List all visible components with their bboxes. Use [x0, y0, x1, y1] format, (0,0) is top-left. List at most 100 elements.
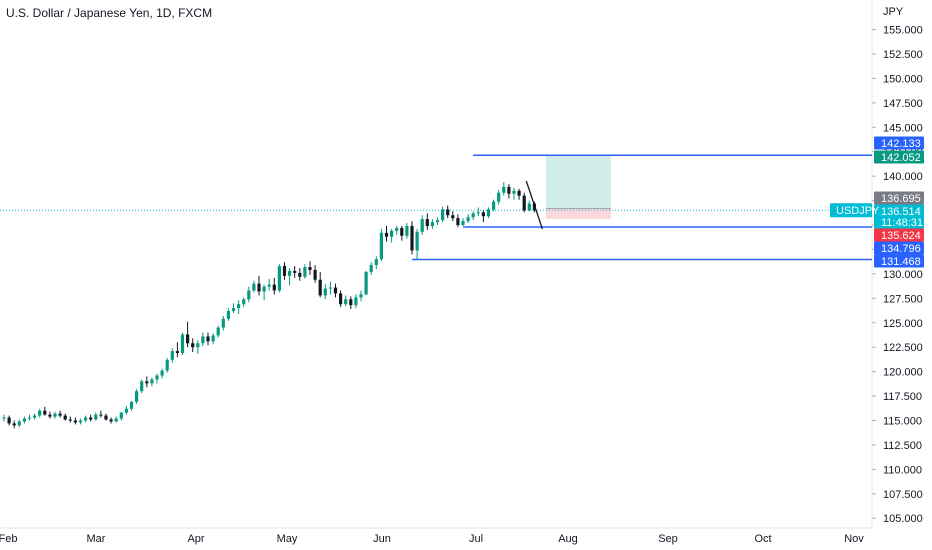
- time-tick-label: Oct: [754, 533, 771, 545]
- candle-body: [252, 283, 256, 291]
- candle-body: [313, 269, 317, 280]
- chart-title: U.S. Dollar / Japanese Yen, 1D, FXCM: [6, 6, 213, 20]
- candle-body: [27, 417, 32, 419]
- candle-body: [140, 381, 144, 392]
- candle-body: [400, 227, 404, 236]
- candle-body: [38, 410, 42, 416]
- candle-body: [466, 217, 470, 222]
- candle-body: [43, 410, 47, 415]
- price-tick-label: 105.000: [883, 513, 923, 525]
- candle-body: [471, 213, 475, 218]
- candle-body: [84, 417, 88, 421]
- price-axis: 105.000 107.500 110.000 112.500 115.000 117.5…: [872, 6, 923, 525]
- candle-body: [522, 195, 526, 211]
- candle-body: [58, 413, 62, 416]
- candle-body: [196, 343, 200, 348]
- candle-body: [119, 412, 123, 419]
- candle-body: [150, 379, 154, 384]
- candle-body: [328, 287, 332, 289]
- candle-body: [68, 419, 72, 421]
- candle-body: [349, 299, 353, 306]
- price-tick-label: 152.500: [883, 49, 923, 61]
- price-badge: [874, 215, 924, 229]
- candle-body: [512, 190, 516, 194]
- candle-body: [191, 343, 195, 348]
- time-tick-label: Mar: [87, 533, 106, 545]
- candle-body: [318, 279, 322, 296]
- candle-body: [99, 414, 103, 416]
- candle-body: [267, 284, 271, 287]
- candle-body: [410, 225, 414, 251]
- candle-body: [344, 299, 348, 305]
- trend-arrow-line: [525, 180, 544, 230]
- candle-body: [364, 271, 368, 295]
- price-tick-label: 127.500: [883, 293, 923, 305]
- time-tick-label: May: [277, 533, 298, 545]
- price-tick-label: 145.000: [883, 122, 923, 134]
- candle-body: [497, 192, 501, 202]
- candle-body: [170, 351, 174, 360]
- candle-body: [257, 283, 261, 292]
- candle-body: [221, 318, 225, 328]
- candle-body: [180, 334, 185, 354]
- time-tick-label: Sep: [658, 533, 678, 545]
- currency-label: JPY: [883, 6, 904, 18]
- time-axis: Feb Mar Apr May Jun Jul Aug Sep Oct Nov: [0, 533, 864, 545]
- candle-body: [420, 219, 424, 232]
- price-tick-label: 122.500: [883, 342, 923, 354]
- price-tick-label: 107.500: [883, 489, 923, 501]
- candle-body: [435, 220, 440, 223]
- candle-body: [186, 334, 190, 344]
- candle-body: [481, 212, 485, 217]
- candle-body: [308, 267, 312, 270]
- price-tick-label: 150.000: [883, 73, 923, 85]
- price-tick-label: 155.000: [883, 25, 923, 37]
- candle-body: [288, 270, 292, 276]
- candle-body: [135, 391, 139, 402]
- candle-body: [451, 215, 455, 219]
- candle-body: [211, 335, 215, 342]
- candle-body: [2, 417, 6, 419]
- price-tick-label: 130.000: [883, 269, 923, 281]
- candle-body: [277, 266, 281, 291]
- price-badge: [874, 191, 924, 205]
- price-tick-label: 140.000: [883, 171, 923, 183]
- price-badge-label: 136.695: [881, 193, 921, 205]
- time-tick-label: Aug: [558, 533, 578, 545]
- candle-body: [109, 419, 113, 422]
- candle-body: [155, 375, 159, 380]
- candle-body: [369, 265, 373, 272]
- candle-body: [175, 351, 179, 354]
- candle-body: [390, 230, 394, 237]
- price-tick-label: 125.000: [883, 318, 923, 330]
- time-tick-label: Feb: [0, 533, 17, 545]
- candle-body: [379, 232, 383, 260]
- candle-body: [272, 284, 276, 291]
- candle-body: [262, 286, 266, 292]
- candle-body: [247, 290, 251, 300]
- candle-body: [323, 288, 327, 296]
- candle-body: [242, 299, 246, 305]
- candle-body: [415, 231, 419, 251]
- candle-body: [492, 201, 496, 210]
- candle-body: [298, 272, 302, 277]
- price-axis-background: [872, 0, 932, 550]
- candle-body: [430, 222, 434, 226]
- time-tick-label: Jun: [373, 533, 391, 545]
- candle-body: [231, 308, 236, 312]
- candle-body: [333, 287, 338, 294]
- candle-body: [33, 415, 37, 418]
- price-badge-label: 134.796: [881, 243, 921, 255]
- price-badge: [874, 136, 924, 150]
- candle-body: [114, 418, 118, 422]
- price-badge-label: 11:48:31: [881, 217, 923, 229]
- candle-body: [22, 418, 26, 422]
- candle-body: [165, 359, 169, 371]
- candle-body: [527, 203, 531, 211]
- price-badge-label: 142.133: [881, 138, 921, 150]
- candle-body: [63, 415, 67, 420]
- symbol-tag-label: USDJPY: [836, 205, 880, 217]
- price-tick-label: 110.000: [883, 464, 922, 476]
- candle-body: [384, 232, 389, 237]
